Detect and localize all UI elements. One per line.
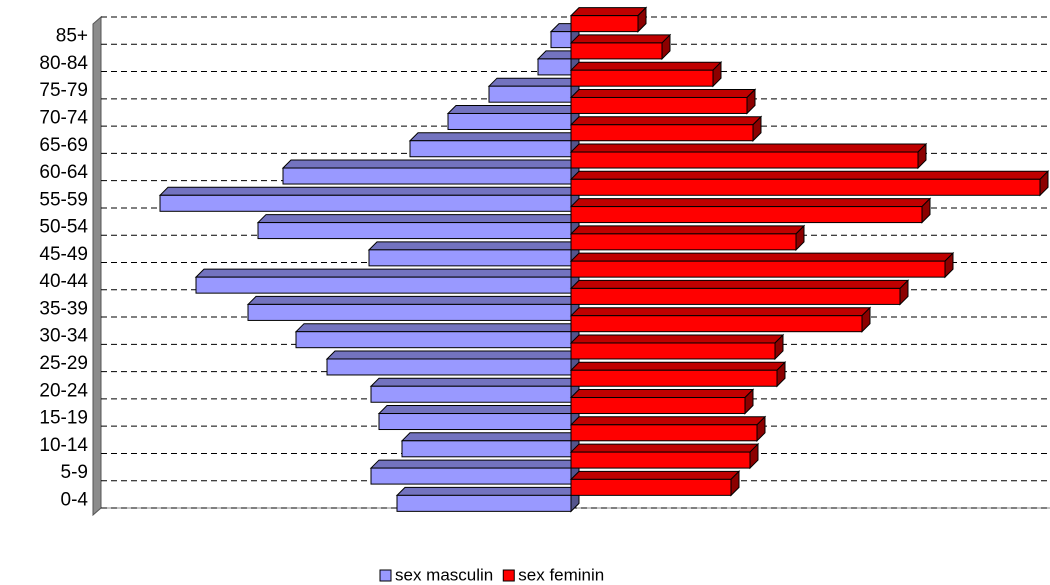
- y-tick-label: 35-39: [39, 298, 88, 319]
- bar-top: [569, 34, 672, 44]
- bar-top: [256, 214, 581, 224]
- y-tick-label: 80-84: [39, 53, 88, 74]
- bar: [570, 478, 732, 496]
- bar: [247, 303, 572, 321]
- bar-top: [569, 143, 928, 153]
- bar-top: [281, 159, 581, 169]
- y-tick-label: 55-59: [39, 189, 88, 210]
- bar-top: [395, 486, 581, 496]
- bar-top: [569, 7, 648, 17]
- y-tick-label: 40-44: [39, 271, 88, 292]
- bar: [570, 69, 714, 87]
- bar: [488, 85, 572, 103]
- y-tick-label: 75-79: [39, 80, 88, 101]
- bar: [570, 96, 748, 114]
- y-tick-label: 85+: [56, 26, 88, 47]
- y-tick-label: 5-9: [61, 462, 88, 483]
- bar-top: [246, 295, 581, 305]
- bar: [570, 15, 639, 33]
- y-tick-label: 25-29: [39, 353, 88, 374]
- bar: [570, 424, 758, 442]
- bar-top: [569, 416, 767, 426]
- bar: [378, 413, 572, 431]
- bar: [570, 42, 663, 60]
- bar: [537, 58, 572, 76]
- bar-top: [158, 186, 581, 196]
- bar: [570, 287, 901, 305]
- bar: [570, 397, 746, 415]
- bar: [570, 233, 797, 251]
- y-tick-label: 65-69: [39, 135, 88, 156]
- y-tick-label: 0-4: [61, 489, 89, 510]
- y-tick-label: 20-24: [39, 380, 88, 401]
- bar-top: [446, 104, 581, 114]
- bar: [570, 178, 1041, 196]
- bar: [195, 276, 572, 294]
- bar-top: [569, 307, 872, 317]
- bar-top: [487, 77, 581, 87]
- bar-top: [569, 443, 760, 453]
- bar: [257, 222, 572, 240]
- legend-swatch: [502, 569, 515, 582]
- y-tick-label: 60-64: [39, 162, 88, 183]
- bar: [570, 124, 754, 142]
- bar: [570, 369, 778, 387]
- bar: [326, 358, 572, 376]
- bar: [447, 112, 572, 130]
- bar-top: [369, 459, 581, 469]
- y-tick-label: 30-34: [39, 326, 88, 347]
- bar: [370, 385, 572, 403]
- y-tick-label: 50-54: [39, 217, 88, 238]
- bar-top: [569, 252, 955, 262]
- bar-top: [569, 88, 757, 98]
- y-tick-label: 15-19: [39, 408, 88, 429]
- bar-top: [325, 350, 581, 360]
- bar-top: [569, 170, 1050, 180]
- bar-top: [377, 405, 581, 415]
- bar: [570, 206, 923, 224]
- bar: [396, 494, 572, 512]
- bar: [159, 194, 572, 212]
- y-tick-label: 10-14: [39, 435, 88, 456]
- bar: [570, 315, 863, 333]
- bar: [370, 467, 572, 485]
- bar-top: [294, 323, 581, 333]
- bar-top: [408, 132, 581, 142]
- bar: [570, 342, 776, 360]
- bar-top: [367, 241, 581, 251]
- bar-top: [569, 198, 932, 208]
- bar-top: [194, 268, 581, 278]
- bar: [570, 260, 946, 278]
- bar: [409, 140, 572, 158]
- bar-top: [569, 279, 910, 289]
- bar: [570, 151, 919, 169]
- legend-label: sex feminin: [518, 565, 604, 584]
- bar: [570, 451, 751, 469]
- bar: [550, 31, 572, 49]
- bar-top: [569, 470, 741, 480]
- legend-swatch: [379, 569, 392, 582]
- y-tick-label: 70-74: [39, 107, 88, 128]
- bar-top: [569, 389, 755, 399]
- bar: [282, 167, 572, 185]
- bar: [368, 249, 572, 267]
- axis-wall: [92, 15, 102, 517]
- bar: [401, 440, 572, 458]
- legend-label: sex masculin: [395, 565, 493, 584]
- bar: [295, 331, 572, 349]
- bar-top: [569, 334, 785, 344]
- bar-top: [569, 225, 806, 235]
- bar-top: [569, 361, 787, 371]
- bar-top: [369, 377, 581, 387]
- bar-top: [400, 432, 581, 442]
- bar-top: [569, 116, 763, 126]
- bar-top: [569, 61, 723, 71]
- y-tick-label: 45-49: [39, 244, 88, 265]
